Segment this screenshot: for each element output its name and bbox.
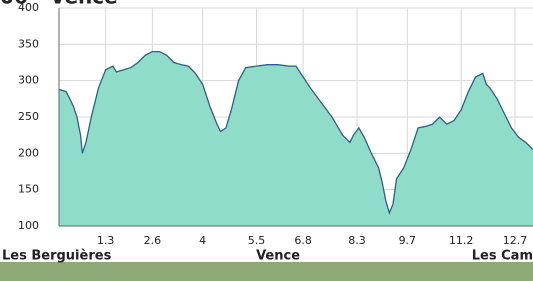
- y-tick-label: 200: [18, 146, 39, 159]
- place-label: Les Cam: [472, 249, 533, 264]
- x-tick-label: 8.3: [348, 234, 366, 247]
- y-tick-label: 350: [18, 37, 39, 50]
- y-tick-label: 400: [18, 1, 39, 14]
- x-tick-label: 6.8: [294, 234, 312, 247]
- x-tick-label: 4: [199, 234, 206, 247]
- x-tick-label: 1.3: [97, 234, 115, 247]
- x-tick-label: 12.7: [503, 234, 528, 247]
- x-tick-label: 9.7: [399, 234, 417, 247]
- place-label: Vence: [256, 249, 300, 264]
- y-tick-label: 150: [18, 183, 39, 196]
- x-tick-label: 11.2: [449, 234, 474, 247]
- y-tick-label: 300: [18, 74, 39, 87]
- chart: 06 - Vence 1001502002503003504001.32.645…: [0, 0, 533, 281]
- place-label: Les Berguières: [2, 249, 112, 264]
- x-tick-label: 2.6: [144, 234, 162, 247]
- y-tick-label: 250: [18, 110, 39, 123]
- y-tick-label: 100: [18, 219, 39, 232]
- area-fill: [59, 52, 533, 226]
- map-strip: [0, 262, 533, 281]
- x-tick-label: 5.5: [248, 234, 266, 247]
